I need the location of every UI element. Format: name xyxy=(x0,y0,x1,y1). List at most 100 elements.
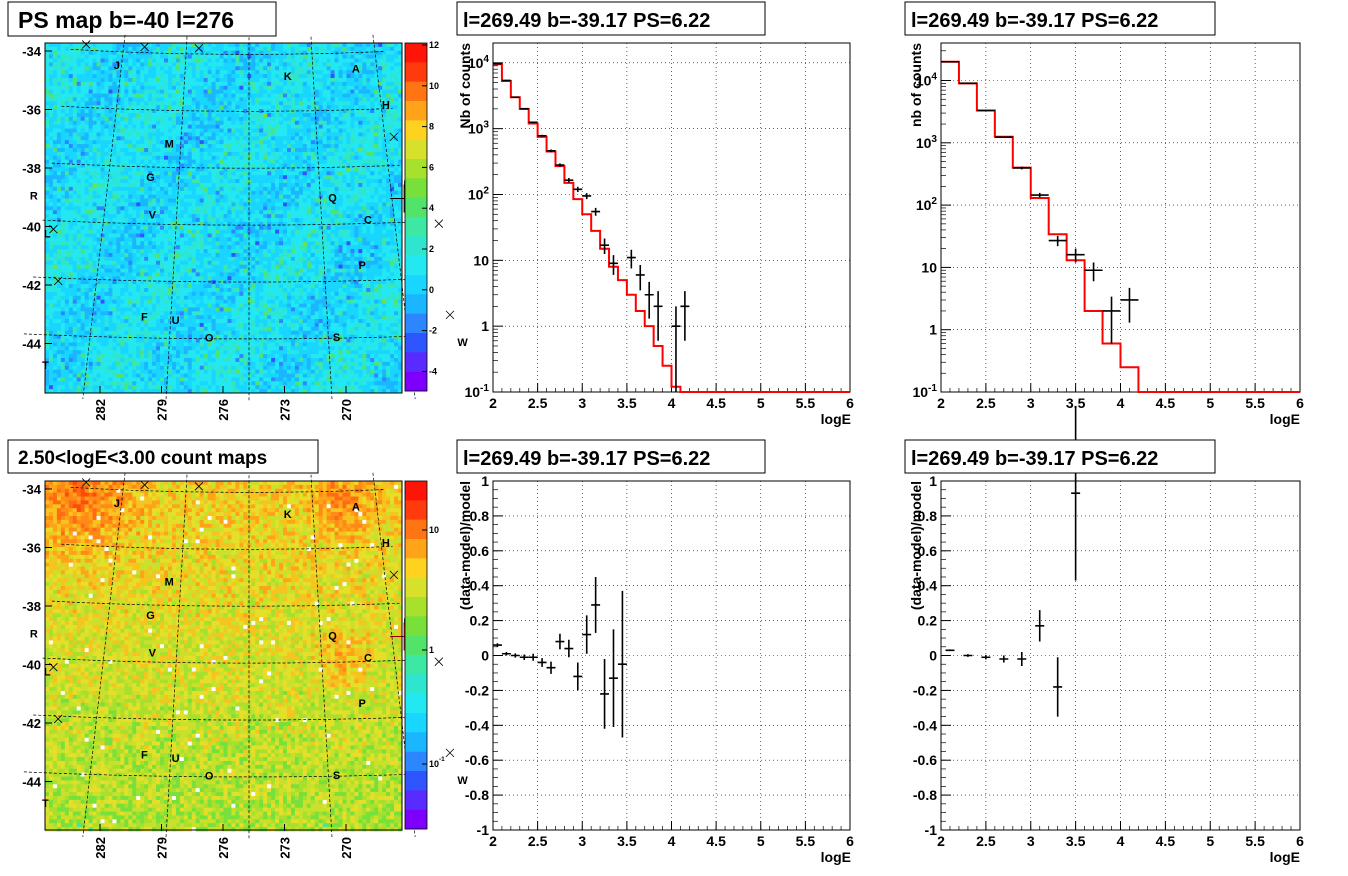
map-cell xyxy=(65,78,69,82)
map-cell xyxy=(354,183,358,187)
map-cell xyxy=(295,74,299,78)
map-cell xyxy=(97,113,101,117)
map-cell xyxy=(168,183,172,187)
map-cell xyxy=(156,206,160,210)
map-cell xyxy=(112,199,116,203)
map-cell xyxy=(382,171,386,175)
map-cell xyxy=(97,66,101,70)
map-cell xyxy=(180,234,184,238)
map-cell xyxy=(140,257,144,261)
map-cell xyxy=(343,62,347,66)
map-cell xyxy=(390,86,394,90)
map-cell xyxy=(200,59,204,63)
map-cell xyxy=(184,129,188,133)
map-cell xyxy=(275,206,279,210)
map-cell xyxy=(227,202,231,206)
map-cell xyxy=(85,214,89,218)
map-cell xyxy=(164,156,168,160)
map-cell xyxy=(224,183,228,187)
map-cell xyxy=(77,195,81,199)
map-cell xyxy=(243,249,247,253)
map-cell xyxy=(231,191,235,195)
map-cell xyxy=(275,164,279,168)
map-cell xyxy=(112,152,116,156)
map-cell xyxy=(77,156,81,160)
map-cell xyxy=(168,74,172,78)
map-cell xyxy=(116,132,120,136)
map-cell xyxy=(335,187,339,191)
map-cell xyxy=(101,109,105,113)
map-cell xyxy=(239,66,243,70)
map-cell xyxy=(235,241,239,245)
map-cell xyxy=(243,140,247,144)
map-cell xyxy=(140,230,144,234)
map-cell xyxy=(116,55,120,59)
map-cell xyxy=(168,90,172,94)
map-cell xyxy=(295,210,299,214)
map-cell xyxy=(57,241,61,245)
map-cell xyxy=(327,109,331,113)
map-cell xyxy=(271,152,275,156)
map-cell xyxy=(220,241,224,245)
map-cell xyxy=(243,199,247,203)
map-cell xyxy=(69,86,73,90)
map-cell xyxy=(247,136,251,140)
map-cell xyxy=(220,199,224,203)
map-cell xyxy=(216,97,220,101)
map-cell xyxy=(176,90,180,94)
map-cell xyxy=(339,129,343,133)
map-cell xyxy=(216,47,220,51)
map-cell xyxy=(124,241,128,245)
map-cell xyxy=(148,199,152,203)
map-cell xyxy=(112,253,116,257)
map-cell xyxy=(120,179,124,183)
map-cell xyxy=(331,183,335,187)
map-cell xyxy=(303,144,307,148)
map-cell xyxy=(220,62,224,66)
map-cell xyxy=(354,202,358,206)
map-cell xyxy=(144,237,148,241)
map-cell xyxy=(128,74,132,78)
map-cell xyxy=(212,62,216,66)
map-cell xyxy=(196,90,200,94)
map-cell xyxy=(227,129,231,133)
map-cell xyxy=(105,144,109,148)
map-cell xyxy=(227,74,231,78)
map-cell xyxy=(136,59,140,63)
map-cell xyxy=(390,78,394,82)
map-cell xyxy=(144,132,148,136)
map-cell xyxy=(93,82,97,86)
map-cell xyxy=(275,249,279,253)
map-cell xyxy=(101,245,105,249)
map-cell xyxy=(192,62,196,66)
map-cell xyxy=(247,121,251,125)
map-cell xyxy=(327,59,331,63)
map-cell xyxy=(327,226,331,230)
map-cell xyxy=(53,51,57,55)
map-cell xyxy=(220,144,224,148)
map-cell xyxy=(196,125,200,129)
map-cell xyxy=(315,125,319,129)
map-cell xyxy=(239,132,243,136)
map-cell xyxy=(335,241,339,245)
map-cell xyxy=(299,171,303,175)
map-cell xyxy=(81,214,85,218)
map-cell xyxy=(235,82,239,86)
map-cell xyxy=(275,70,279,74)
map-cell xyxy=(227,136,231,140)
map-cell xyxy=(140,66,144,70)
map-cell xyxy=(61,62,65,66)
map-cell xyxy=(311,62,315,66)
map-cell xyxy=(89,117,93,121)
map-cell xyxy=(335,249,339,253)
map-cell xyxy=(140,249,144,253)
map-cell xyxy=(358,132,362,136)
map-cell xyxy=(231,249,235,253)
map-cell xyxy=(136,164,140,168)
map-cell xyxy=(346,156,350,160)
map-cell xyxy=(299,175,303,179)
map-cell xyxy=(180,199,184,203)
map-cell xyxy=(144,144,148,148)
map-cell xyxy=(53,94,57,98)
map-cell xyxy=(128,117,132,121)
